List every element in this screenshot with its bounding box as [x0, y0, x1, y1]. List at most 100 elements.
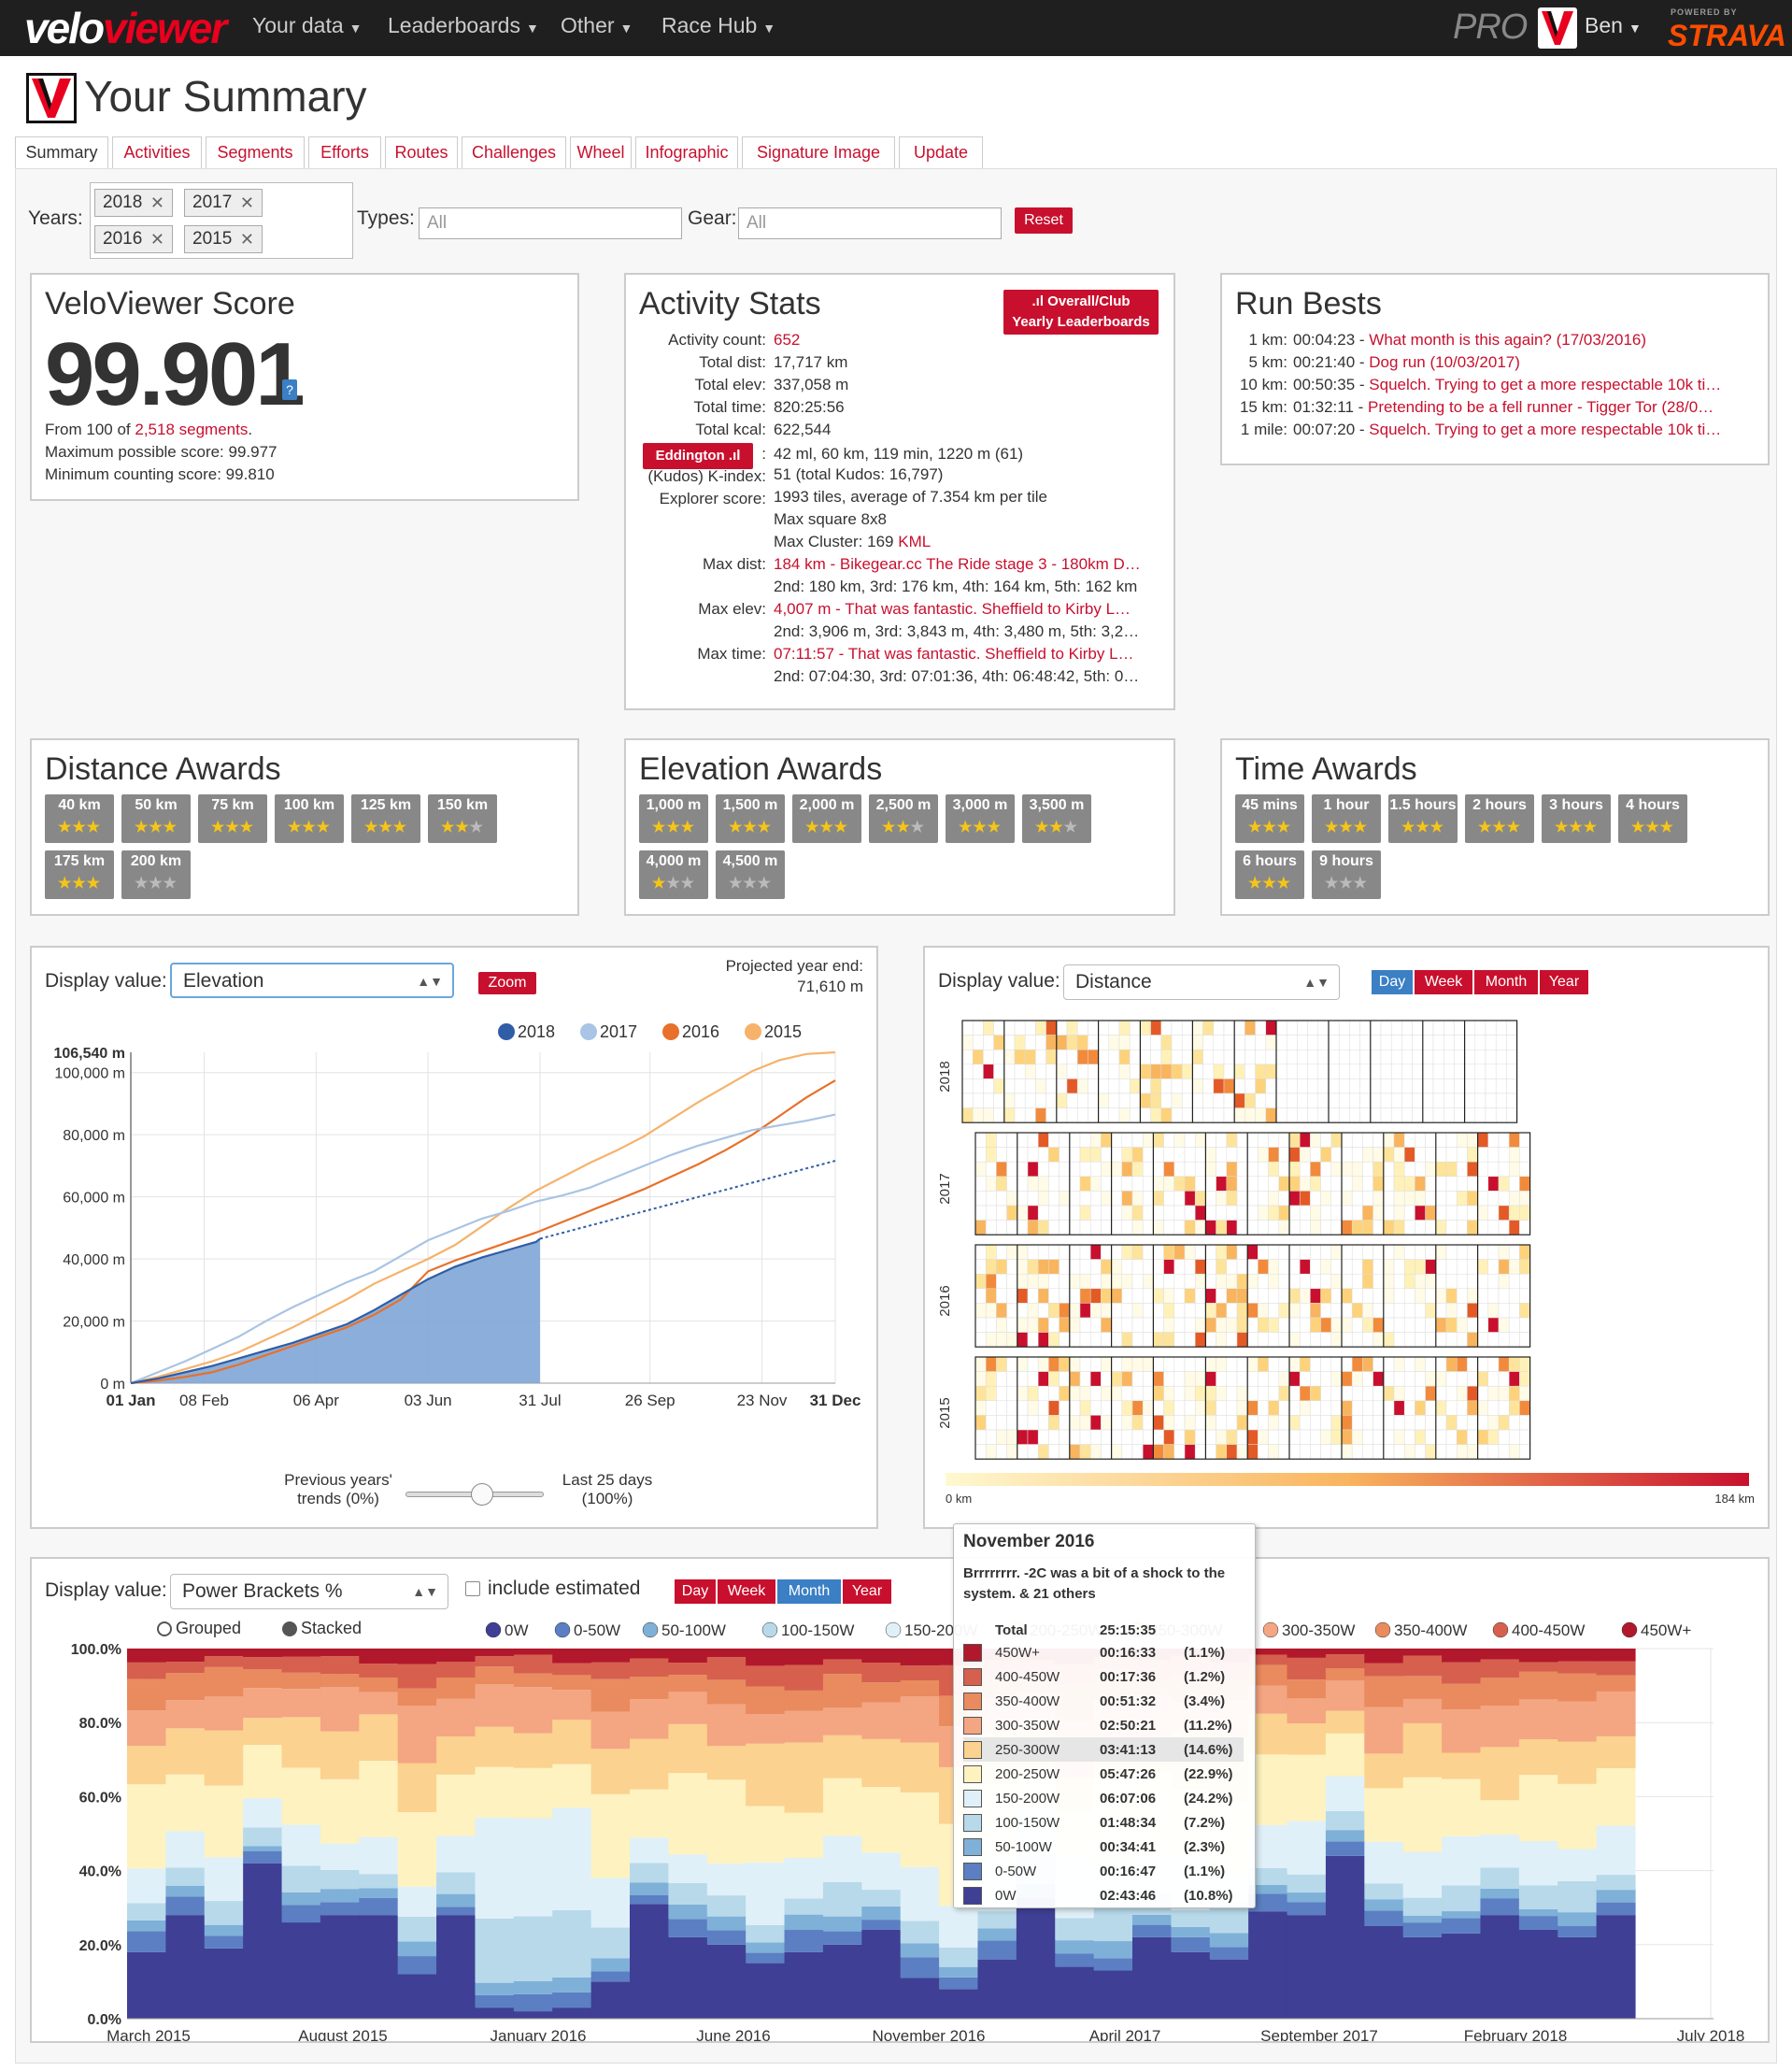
trend-slider[interactable]	[405, 1483, 544, 1506]
run-best-activity-link[interactable]: Squelch. Trying to get a more respectabl…	[1369, 376, 1722, 393]
maxelev-line-1[interactable]: 4,007 m - That was fantastic. Sheffield …	[774, 600, 1131, 618]
heatmap-value-select[interactable]: Distance ▲▼	[1063, 964, 1340, 1000]
award-badge[interactable]: 4,000 m ★★★	[639, 850, 708, 899]
display-value-select[interactable]: Elevation ▲▼	[170, 963, 454, 998]
heatmap-day-cell	[1216, 1429, 1228, 1445]
stat-value[interactable]: 652	[774, 331, 801, 349]
power-month-button[interactable]: Month	[777, 1579, 841, 1604]
reset-button[interactable]: Reset	[1015, 207, 1073, 234]
heat-year-button[interactable]: Year	[1540, 970, 1588, 994]
tab-segments[interactable]: Segments	[206, 136, 305, 168]
power-bar-segment	[861, 1663, 902, 1683]
zoom-button[interactable]: Zoom	[478, 972, 536, 994]
user-menu[interactable]: Ben ▼	[1585, 13, 1642, 37]
heatmap-day-cell	[1265, 1035, 1277, 1050]
award-badge[interactable]: 150 km ★★★	[428, 794, 497, 843]
award-badge[interactable]: 1 hour ★★★	[1312, 794, 1381, 843]
award-badge[interactable]: 2,500 m ★★★	[869, 794, 938, 843]
run-best-activity-link[interactable]: Dog run (10/03/2017)	[1369, 353, 1520, 371]
heatmap-day-cell	[1487, 1161, 1500, 1178]
kml-link[interactable]: KML	[898, 533, 932, 550]
power-brackets-chart[interactable]: 0W0-50W50-100W100-150W150-200W200-250W25…	[32, 1611, 1768, 2041]
award-badge[interactable]: 2,000 m ★★★	[792, 794, 861, 843]
run-best-activity-link[interactable]: Squelch. Trying to get a more respectabl…	[1369, 421, 1722, 438]
tab-summary[interactable]: Summary	[15, 136, 108, 168]
heat-week-button[interactable]: Week	[1415, 970, 1472, 994]
award-badge[interactable]: 4,500 m ★★★	[716, 850, 785, 899]
year-chip[interactable]: 2015 ✕	[184, 225, 263, 253]
award-badge[interactable]: 75 km ★★★	[198, 794, 267, 843]
nav-leaderboards[interactable]: Leaderboards ▼	[388, 13, 539, 37]
tab-routes[interactable]: Routes	[385, 136, 458, 168]
tab-wheel[interactable]: Wheel	[570, 136, 632, 168]
stacked-radio[interactable]: Stacked	[282, 1619, 362, 1638]
award-badge[interactable]: 6 hours ★★★	[1235, 850, 1304, 899]
run-best-activity-link[interactable]: Pretending to be a fell runner - Tigger …	[1368, 398, 1714, 416]
award-badge[interactable]: 40 km ★★★	[45, 794, 114, 843]
heatmap-day-cell	[1056, 1035, 1068, 1050]
power-week-button[interactable]: Week	[718, 1579, 775, 1604]
yearly-leaderboards-button[interactable]: .ıl Overall/Club Yearly Leaderboards	[1003, 290, 1159, 335]
power-bar-segment	[359, 1664, 399, 1678]
heatmap-day-cell	[996, 1317, 1007, 1333]
strava-logo[interactable]: POWERED BY STRAVA	[1668, 7, 1786, 52]
heatmap-day-cell	[1362, 1371, 1373, 1387]
help-icon[interactable]: ?	[282, 379, 297, 400]
eddington-button[interactable]: Eddington .ıl	[643, 443, 753, 469]
year-chip[interactable]: 2018 ✕	[94, 189, 173, 217]
award-badge[interactable]: 2 hours ★★★	[1465, 794, 1534, 843]
power-value-select[interactable]: Power Brackets % ▲▼	[170, 1574, 448, 1609]
heatmap-day-cell	[1330, 1161, 1343, 1178]
power-bar-segment	[1480, 1706, 1520, 1748]
award-badge[interactable]: 45 mins ★★★	[1235, 794, 1304, 843]
award-badge[interactable]: 3,500 m ★★★	[1022, 794, 1091, 843]
heatmap-day-cell	[1393, 1273, 1405, 1290]
veloviewer-logo[interactable]: veloviewer	[24, 4, 227, 52]
heatmap-day-cell	[1519, 1205, 1530, 1221]
nav-race-hub[interactable]: Race Hub ▼	[661, 13, 776, 37]
award-badge[interactable]: 1,500 m ★★★	[716, 794, 785, 843]
years-multiselect[interactable]: 2018 ✕ 2017 ✕ 2016 ✕ 2015 ✕	[90, 182, 353, 259]
award-badge[interactable]: 50 km ★★★	[121, 794, 191, 843]
nav-other[interactable]: Other ▼	[561, 13, 633, 37]
power-day-button[interactable]: Day	[675, 1579, 716, 1604]
award-badge[interactable]: 1,000 m ★★★	[639, 794, 708, 843]
tab-update[interactable]: Update	[899, 136, 983, 168]
year-chip[interactable]: 2016 ✕	[94, 225, 173, 253]
award-badge[interactable]: 200 km ★★★	[121, 850, 191, 899]
power-bar-segment	[822, 1735, 862, 1778]
heat-month-button[interactable]: Month	[1474, 970, 1538, 994]
tab-challenges[interactable]: Challenges	[462, 136, 566, 168]
tab-infographic[interactable]: Infographic	[635, 136, 738, 168]
tab-activities[interactable]: Activities	[112, 136, 202, 168]
tab-efforts[interactable]: Efforts	[308, 136, 381, 168]
segments-link[interactable]: 2,518 segments	[135, 421, 249, 438]
grouped-radio[interactable]: Grouped	[157, 1619, 241, 1638]
award-badge[interactable]: 9 hours ★★★	[1312, 850, 1381, 899]
heatmap-day-cell	[1233, 1049, 1245, 1065]
award-badge[interactable]: 3,000 m ★★★	[946, 794, 1015, 843]
gear-input[interactable]: All	[738, 207, 1002, 239]
tab-signature-image[interactable]: Signature Image	[742, 136, 895, 168]
award-badge[interactable]: 175 km ★★★	[45, 850, 114, 899]
award-badge[interactable]: 3 hours ★★★	[1542, 794, 1611, 843]
activity-calendar-panel: Display value: Distance ▲▼ Day Week Month Ye…	[923, 946, 1770, 1529]
include-estimated-checkbox[interactable]	[465, 1581, 480, 1596]
nav-your-data[interactable]: Your data ▼	[252, 13, 363, 37]
award-badge[interactable]: 125 km ★★★	[351, 794, 420, 843]
run-best-activity-link[interactable]: What month is this again? (17/03/2016)	[1369, 331, 1647, 349]
heatmap-day-cell	[1006, 1371, 1018, 1387]
types-input[interactable]: All	[419, 207, 682, 239]
year-chip[interactable]: 2017 ✕	[184, 189, 263, 217]
award-badge[interactable]: 100 km ★★★	[275, 794, 344, 843]
maxdist-line-1[interactable]: 184 km - Bikegear.cc The Ride stage 3 - …	[774, 555, 1141, 573]
heatmap-day-cell	[996, 1303, 1007, 1319]
maxtime-line-1[interactable]: 07:11:57 - That was fantastic. Sheffield…	[774, 645, 1134, 663]
power-year-button[interactable]: Year	[843, 1579, 891, 1604]
award-badge[interactable]: 4 hours ★★★	[1618, 794, 1687, 843]
heat-day-button[interactable]: Day	[1372, 970, 1413, 994]
slider-handle[interactable]	[471, 1483, 494, 1506]
award-badge[interactable]: 1.5 hours ★★★	[1388, 794, 1458, 843]
